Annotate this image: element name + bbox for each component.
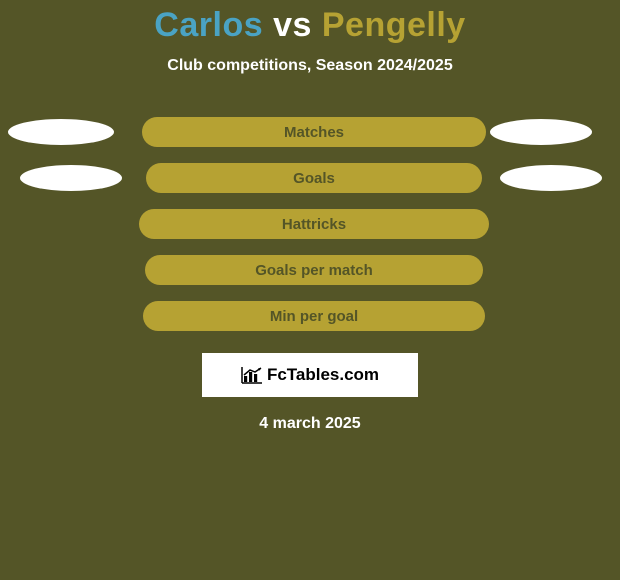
stat-row: Hattricks (0, 209, 620, 239)
subtitle: Club competitions, Season 2024/2025 (0, 57, 620, 75)
left-value-pill (8, 119, 114, 145)
stat-bar: Min per goal (143, 301, 485, 331)
right-value-pill (500, 165, 602, 191)
stat-bar: Goals per match (145, 255, 483, 285)
comparison-rows: Matches Goals Hattricks Goals per match (0, 117, 620, 331)
left-value-pill (20, 165, 122, 191)
stat-bar: Matches (142, 117, 486, 147)
stat-bar: Hattricks (139, 209, 489, 239)
stat-row: Goals per match (0, 255, 620, 285)
bar-chart-icon (241, 366, 263, 384)
stat-bar: Goals (146, 163, 482, 193)
stat-row: Min per goal (0, 301, 620, 331)
title-vs: vs (273, 6, 312, 44)
right-value-pill (490, 119, 592, 145)
comparison-infographic: Carlos vs Pengelly Club competitions, Se… (0, 0, 620, 580)
page-title: Carlos vs Pengelly (0, 0, 620, 45)
stat-row: Matches (0, 117, 620, 147)
title-player1: Carlos (154, 6, 263, 44)
stat-row: Goals (0, 163, 620, 193)
stat-label: Min per goal (270, 308, 358, 325)
title-player2: Pengelly (322, 6, 466, 44)
stat-label: Goals per match (255, 262, 373, 279)
logo-text: FcTables.com (267, 365, 379, 385)
stat-label: Hattricks (282, 216, 346, 233)
stat-label: Matches (284, 124, 344, 141)
logo-card: FcTables.com (202, 353, 418, 397)
stat-label: Goals (293, 170, 335, 187)
date-text: 4 march 2025 (0, 415, 620, 433)
logo: FcTables.com (241, 365, 379, 385)
